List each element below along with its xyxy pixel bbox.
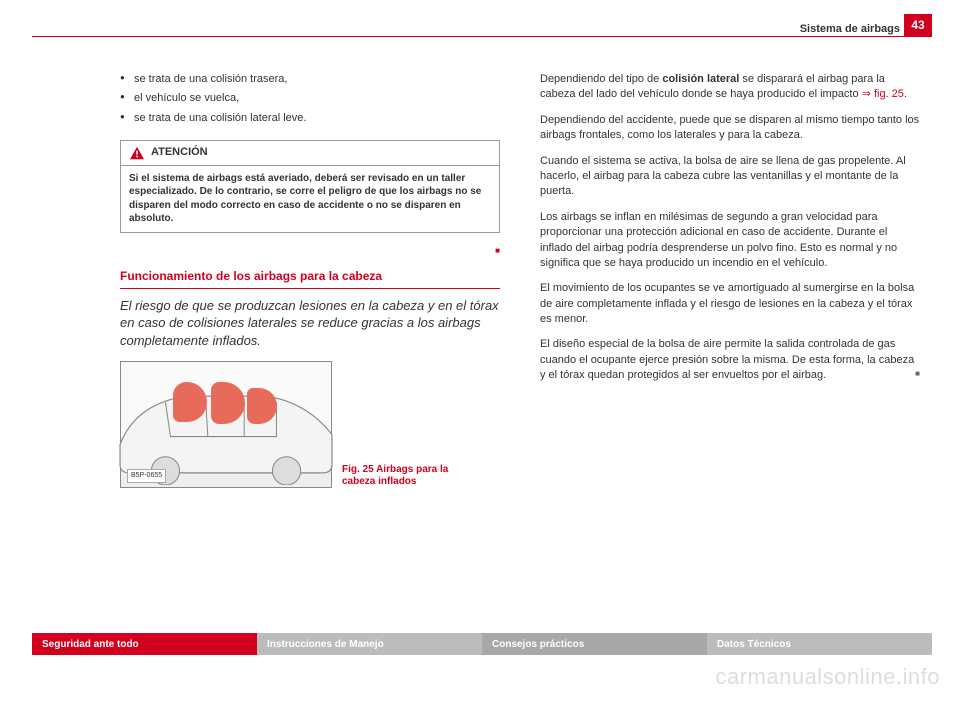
figure-caption: Fig. 25 Airbags para la cabeza inflados — [342, 464, 448, 488]
list-item: se trata de una colisión trasera, — [120, 72, 500, 87]
text: . — [904, 88, 907, 100]
intro-text: El riesgo de que se produzcan lesiones e… — [120, 297, 500, 350]
paragraph: El diseño especial de la bolsa de aire p… — [540, 337, 920, 383]
bold-text: colisión lateral — [662, 73, 739, 85]
warning-box: ATENCIÓN Si el sistema de airbags está a… — [120, 140, 500, 232]
list-item: el vehículo se vuelca, — [120, 91, 500, 106]
watermark: carmanualsonline.info — [715, 662, 940, 693]
text: El diseño especial de la bolsa de aire p… — [540, 338, 914, 381]
footer-tab: Instrucciones de Manejo — [257, 633, 482, 655]
footer-tab-active: Seguridad ante todo — [32, 633, 257, 655]
bullet-list: se trata de una colisión trasera, el veh… — [120, 72, 500, 126]
warning-icon — [129, 146, 145, 160]
paragraph: Dependiendo del tipo de colisión lateral… — [540, 72, 920, 103]
paragraph: Cuando el sistema se activa, la bolsa de… — [540, 154, 920, 200]
footer-tab: Consejos prácticos — [482, 633, 707, 655]
subheading: Funcionamiento de los airbags para la ca… — [120, 268, 500, 289]
paragraph: Los airbags se inflan en milésimas de se… — [540, 210, 920, 272]
figure-caption-line: cabeza inflados — [342, 476, 416, 487]
figure-reference: ⇒ fig. 25 — [862, 88, 904, 100]
figure-code: B5P-0655 — [127, 469, 166, 483]
text: Dependiendo del tipo de — [540, 73, 662, 85]
left-column: se trata de una colisión trasera, el veh… — [120, 72, 500, 488]
right-column: Dependiendo del tipo de colisión lateral… — [540, 72, 920, 488]
paragraph: Dependiendo del accidente, puede que se … — [540, 113, 920, 144]
list-item: se trata de una colisión lateral leve. — [120, 111, 500, 126]
section-end-marker: ■ — [120, 245, 500, 256]
figure-caption-line: Fig. 25 Airbags para la — [342, 464, 448, 475]
footer-tabs: Seguridad ante todo Instrucciones de Man… — [32, 633, 932, 655]
figure-image: B5P-0655 — [120, 361, 332, 488]
warning-label: ATENCIÓN — [151, 145, 208, 160]
paragraph: El movimiento de los ocupantes se ve amo… — [540, 281, 920, 327]
section-end-marker: ■ — [915, 368, 920, 379]
header-divider — [32, 36, 932, 37]
page-number: 43 — [904, 14, 932, 36]
footer-tab: Datos Técnicos — [707, 633, 932, 655]
warning-body: Si el sistema de airbags está averiado, … — [121, 166, 499, 232]
